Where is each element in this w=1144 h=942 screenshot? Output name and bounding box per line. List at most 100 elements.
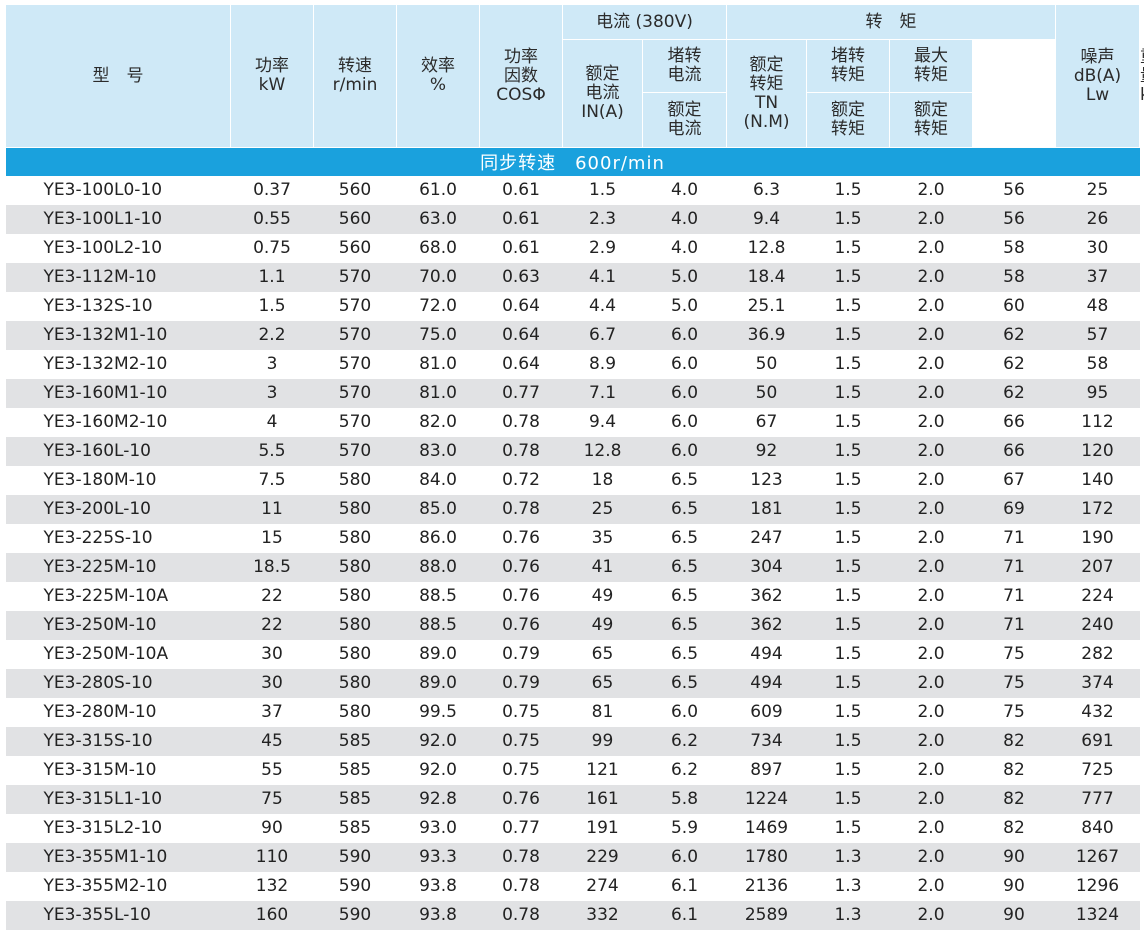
cell-rated-current: 49 (562, 582, 643, 611)
cell-speed-rpm: 590 (313, 901, 397, 930)
cell-power-kw: 5.5 (230, 437, 314, 466)
cell-power-factor: 0.78 (479, 901, 563, 930)
table-row: YE3-100L2-10 0.75 560 68.0 0.61 2.9 4.0 12.8 1.5… (5, 234, 1140, 263)
cell-model: YE3-132S-10 (5, 292, 231, 321)
cell-speed-rpm: 570 (313, 263, 397, 292)
cell-model: YE3-280M-10 (5, 698, 231, 727)
cell-weight-kg: 1267 (1055, 843, 1140, 872)
cell-max-torque-ratio: 2.0 (889, 379, 973, 408)
cell-power-kw: 75 (230, 785, 314, 814)
cell-model: YE3-315S-10 (5, 727, 231, 756)
cell-noise-db: 62 (972, 321, 1056, 350)
cell-model: YE3-355M2-10 (5, 872, 231, 901)
cell-weight-kg: 207 (1055, 553, 1140, 582)
cell-noise-db: 66 (972, 408, 1056, 437)
table-row: YE3-315L2-10 90 585 93.0 0.77 191 5.9 1469 1.5 2.… (5, 814, 1140, 843)
cell-efficiency: 88.5 (396, 611, 480, 640)
cell-max-torque-ratio: 2.0 (889, 843, 973, 872)
cell-max-torque-ratio: 2.0 (889, 814, 973, 843)
cell-rated-torque: 2589 (726, 901, 807, 930)
cell-max-torque-ratio: 2.0 (889, 553, 973, 582)
cell-efficiency: 92.0 (396, 756, 480, 785)
cell-noise-db: 90 (972, 872, 1056, 901)
header-line: 效率 (421, 56, 455, 76)
cell-power-kw: 110 (230, 843, 314, 872)
cell-speed-rpm: 585 (313, 814, 397, 843)
cell-weight-kg: 374 (1055, 669, 1140, 698)
cell-rated-current: 161 (562, 785, 643, 814)
header-model: 型 号 (5, 4, 231, 148)
header-rated-torque: 额定 转矩 TN (N.M) (726, 39, 807, 148)
cell-rated-current: 18 (562, 466, 643, 495)
cell-efficiency: 83.0 (396, 437, 480, 466)
cell-rated-current: 35 (562, 524, 643, 553)
cell-locked-torque-ratio: 1.5 (806, 582, 890, 611)
cell-rated-current: 8.9 (562, 350, 643, 379)
cell-rated-current: 12.8 (562, 437, 643, 466)
cell-power-factor: 0.64 (479, 321, 563, 350)
cell-rated-current: 2.3 (562, 205, 643, 234)
cell-speed-rpm: 585 (313, 756, 397, 785)
cell-max-torque-ratio: 2.0 (889, 466, 973, 495)
cell-speed-rpm: 585 (313, 785, 397, 814)
cell-power-kw: 3 (230, 379, 314, 408)
table-row: YE3-315L1-10 75 585 92.8 0.76 161 5.8 1224 1.5 2.… (5, 785, 1140, 814)
cell-max-torque-ratio: 2.0 (889, 408, 973, 437)
table-body: YE3-100L0-10 0.37 560 61.0 0.61 1.5 4.0 6.3 1.5 2… (5, 176, 1140, 930)
cell-power-factor: 0.77 (479, 379, 563, 408)
cell-locked-current-ratio: 6.2 (642, 756, 727, 785)
cell-max-torque-ratio: 2.0 (889, 698, 973, 727)
cell-speed-rpm: 590 (313, 843, 397, 872)
table-row: YE3-132M2-10 3 570 81.0 0.64 8.9 6.0 50 1.5 2.0 62… (5, 350, 1140, 379)
cell-efficiency: 92.0 (396, 727, 480, 756)
cell-weight-kg: 224 (1055, 582, 1140, 611)
cell-noise-db: 71 (972, 524, 1056, 553)
cell-rated-torque: 6.3 (726, 176, 807, 205)
motor-spec-table: 型 号 功率 kW 转速 r/min 效率% 功率 因数 COSΦ 电流 (380V) … (5, 4, 1144, 930)
table-row: YE3-250M-10A 30 580 89.0 0.79 65 6.5 494 1.5 2.0 7… (5, 640, 1140, 669)
cell-efficiency: 72.0 (396, 292, 480, 321)
cell-speed-rpm: 590 (313, 872, 397, 901)
cell-efficiency: 63.0 (396, 205, 480, 234)
header-line: 电流 (667, 119, 702, 139)
cell-rated-current: 1.5 (562, 176, 643, 205)
cell-locked-torque-ratio: 1.5 (806, 205, 890, 234)
cell-rated-current: 229 (562, 843, 643, 872)
table-row: YE3-160L-10 5.5 570 83.0 0.78 12.8 6.0 92 1.5 2.0… (5, 437, 1140, 466)
header-line: 最大 (914, 46, 948, 66)
cell-noise-db: 75 (972, 669, 1056, 698)
cell-power-kw: 7.5 (230, 466, 314, 495)
cell-efficiency: 89.0 (396, 640, 480, 669)
cell-power-kw: 132 (230, 872, 314, 901)
cell-locked-current-ratio: 6.1 (642, 901, 727, 930)
cell-speed-rpm: 570 (313, 350, 397, 379)
cell-model: YE3-180M-10 (5, 466, 231, 495)
cell-speed-rpm: 570 (313, 379, 397, 408)
cell-locked-current-ratio: 6.0 (642, 408, 727, 437)
cell-locked-current-ratio: 5.9 (642, 814, 727, 843)
cell-locked-current-ratio: 6.0 (642, 698, 727, 727)
cell-power-factor: 0.76 (479, 582, 563, 611)
cell-weight-kg: 282 (1055, 640, 1140, 669)
header-line: 噪声 (1080, 46, 1115, 67)
cell-noise-db: 58 (972, 234, 1056, 263)
cell-efficiency: 82.0 (396, 408, 480, 437)
cell-max-torque-ratio: 2.0 (889, 669, 973, 698)
cell-locked-torque-ratio: 1.3 (806, 843, 890, 872)
cell-model: YE3-225M-10A (5, 582, 231, 611)
cell-max-torque-ratio: 2.0 (889, 524, 973, 553)
cell-power-kw: 1.5 (230, 292, 314, 321)
cell-rated-torque: 92 (726, 437, 807, 466)
cell-max-torque-ratio: 2.0 (889, 350, 973, 379)
cell-locked-current-ratio: 6.0 (642, 379, 727, 408)
table-row: YE3-355M1-10 110 590 93.3 0.78 229 6.0 1780 1.3 2… (5, 843, 1140, 872)
cell-locked-current-ratio: 5.0 (642, 292, 727, 321)
cell-efficiency: 93.8 (396, 901, 480, 930)
cell-model: YE3-250M-10A (5, 640, 231, 669)
cell-rated-torque: 609 (726, 698, 807, 727)
header-line: IN(A) (581, 102, 624, 122)
cell-locked-current-ratio: 6.5 (642, 495, 727, 524)
table-row: YE3-280S-10 30 580 89.0 0.79 65 6.5 494 1.5 2.0 75… (5, 669, 1140, 698)
cell-locked-torque-ratio: 1.5 (806, 669, 890, 698)
cell-model: YE3-112M-10 (5, 263, 231, 292)
